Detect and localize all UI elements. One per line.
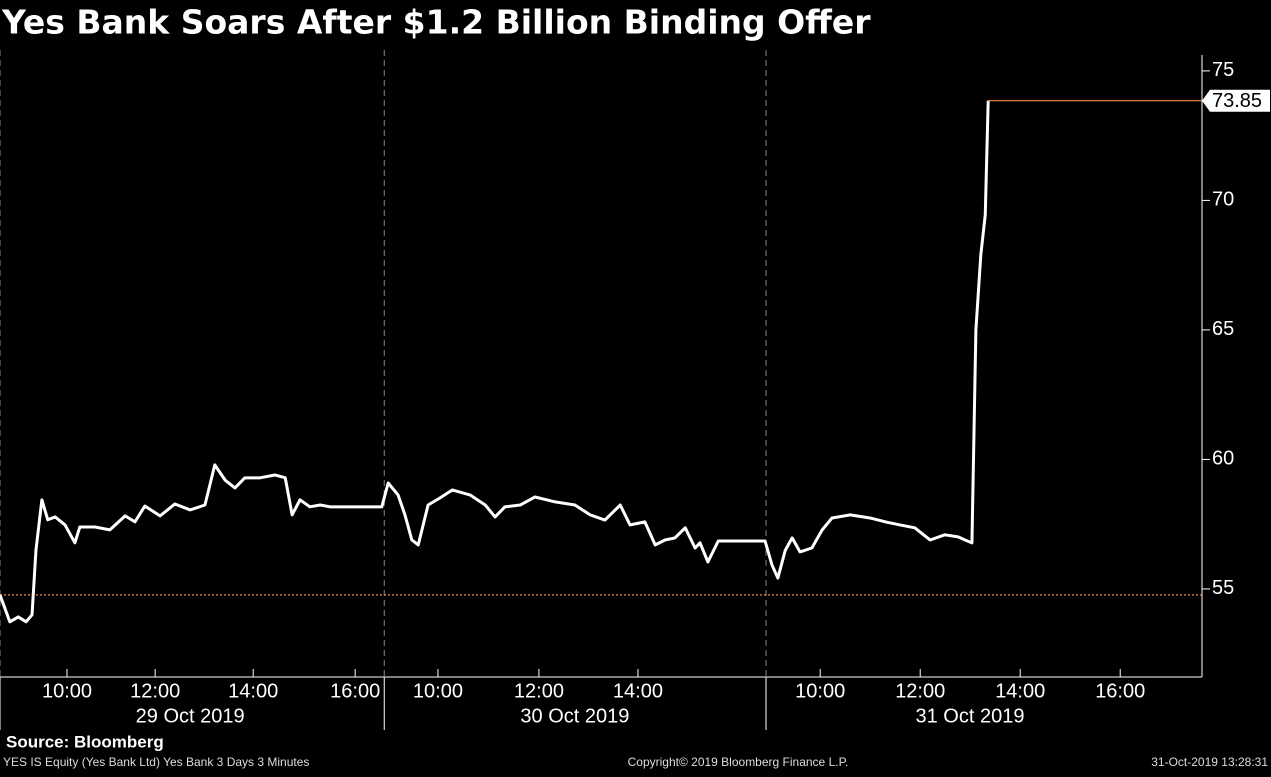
chart-title: Yes Bank Soars After $1.2 Billion Bindin… <box>1 3 871 42</box>
footer-center: Copyright© 2019 Bloomberg Finance L.P. <box>628 755 849 769</box>
date-label: 31 Oct 2019 <box>915 705 1024 727</box>
source: Source: Bloomberg <box>6 732 164 751</box>
footer-right: 31-Oct-2019 13:28:31 <box>1151 755 1268 769</box>
x-tick-label: 16:00 <box>330 680 380 702</box>
x-tick-label: 14:00 <box>228 680 278 702</box>
y-tick-label: 75 <box>1212 59 1234 81</box>
x-tick-label: 14:00 <box>613 680 663 702</box>
date-label: 29 Oct 2019 <box>136 705 245 727</box>
y-tick-label: 65 <box>1212 318 1234 340</box>
y-tick-label: 60 <box>1212 448 1234 470</box>
price-line <box>0 100 990 624</box>
date-label: 30 Oct 2019 <box>520 705 629 727</box>
x-tick-label: 10:00 <box>42 680 92 702</box>
x-tick-label: 10:00 <box>795 680 845 702</box>
x-tick-label: 12:00 <box>514 680 564 702</box>
last-price-label: 73.85 <box>1212 90 1262 112</box>
x-tick-label: 12:00 <box>895 680 945 702</box>
x-tick-label: 14:00 <box>995 680 1045 702</box>
y-tick-label: 55 <box>1212 577 1234 599</box>
x-tick-label: 12:00 <box>130 680 180 702</box>
y-tick-label: 70 <box>1212 189 1234 211</box>
last-price-box <box>1202 89 1270 112</box>
x-tick-label: 16:00 <box>1095 680 1145 702</box>
x-tick-label: 10:00 <box>413 680 463 702</box>
footer-left: YES IS Equity (Yes Bank Ltd) Yes Bank 3 … <box>3 755 309 769</box>
